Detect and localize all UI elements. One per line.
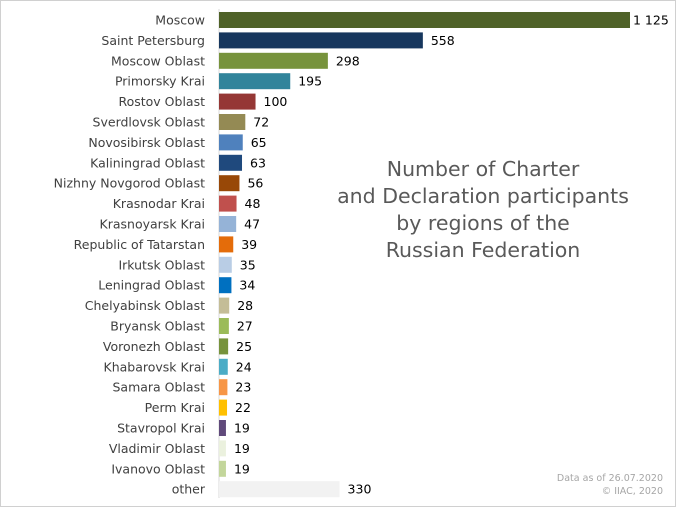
category-label: Rostov Oblast — [118, 94, 205, 109]
category-label: Leningrad Oblast — [98, 278, 205, 293]
value-label: 330 — [348, 482, 372, 497]
category-label: Irkutsk Oblast — [118, 257, 205, 272]
value-label: 34 — [239, 278, 255, 293]
value-label: 1 125 — [633, 13, 669, 28]
bar — [219, 440, 226, 457]
bar — [219, 358, 228, 375]
category-label: Chelyabinsk Oblast — [85, 298, 205, 313]
bar — [219, 216, 237, 232]
footnote: Data as of 26.07.2020 © IIAC, 2020 — [557, 472, 663, 498]
bar — [219, 399, 228, 416]
bar — [219, 460, 226, 477]
value-label: 28 — [237, 298, 253, 313]
bar — [219, 297, 230, 314]
category-label: Voronezh Oblast — [103, 339, 205, 354]
value-label: 22 — [235, 400, 251, 415]
category-label: Sverdlovsk Oblast — [93, 115, 206, 130]
category-label: Khabarovsk Krai — [104, 359, 205, 374]
category-label: Krasnoyarsk Krai — [100, 217, 205, 232]
category-label: Novosibirsk Oblast — [88, 135, 205, 150]
chart-title-line: and Declaration participants — [337, 184, 629, 208]
chart-title-line: by regions of the — [396, 211, 570, 235]
value-label: 195 — [298, 74, 322, 89]
value-label: 19 — [234, 441, 250, 456]
category-label: Stavropol Krai — [117, 421, 205, 436]
bar — [219, 154, 243, 171]
bar — [219, 277, 232, 294]
chart-title-line: Russian Federation — [385, 238, 581, 262]
bar — [219, 195, 237, 212]
value-label: 23 — [235, 380, 251, 395]
bar — [219, 52, 328, 69]
value-label: 25 — [236, 339, 252, 354]
value-label: 65 — [251, 135, 267, 150]
bar — [219, 175, 240, 192]
value-label: 47 — [244, 217, 260, 232]
bar — [219, 338, 229, 355]
value-label: 298 — [336, 53, 360, 68]
category-label: Bryansk Oblast — [110, 319, 205, 334]
bar — [219, 93, 256, 110]
value-label: 56 — [247, 176, 263, 191]
bar — [219, 256, 232, 273]
value-label: 39 — [241, 237, 257, 252]
category-label: Moscow Oblast — [111, 53, 205, 68]
category-label: Perm Krai — [145, 400, 205, 415]
category-label: Saint Petersburg — [101, 33, 205, 48]
category-label: Krasnodar Krai — [113, 196, 205, 211]
bar — [219, 481, 340, 498]
category-label: Primorsky Krai — [115, 74, 205, 89]
value-label: 63 — [250, 155, 266, 170]
value-label: 19 — [234, 461, 250, 476]
category-label: Moscow — [155, 13, 205, 28]
value-label: 558 — [431, 33, 455, 48]
value-label: 100 — [264, 94, 288, 109]
category-label: Kaliningrad Oblast — [90, 155, 205, 170]
bar — [219, 12, 630, 28]
category-label: Vladimir Oblast — [109, 441, 205, 456]
category-label: Samara Oblast — [112, 380, 205, 395]
category-label: Ivanovo Oblast — [111, 461, 205, 476]
bar — [219, 114, 246, 130]
value-label: 27 — [237, 319, 253, 334]
copyright-note: © IIAC, 2020 — [601, 486, 663, 497]
chart-title: Number of Charter and Declaration partic… — [313, 156, 653, 264]
value-label: 19 — [234, 421, 250, 436]
value-label: 48 — [245, 196, 261, 211]
category-label: other — [172, 482, 206, 497]
bar — [219, 32, 423, 49]
category-label: Republic of Tatarstan — [74, 237, 205, 252]
bar — [219, 73, 291, 90]
bar — [219, 420, 226, 436]
data-date-note: Data as of 26.07.2020 — [556, 473, 663, 484]
bar — [219, 236, 234, 253]
value-label: 35 — [240, 257, 256, 272]
value-label: 72 — [253, 115, 269, 130]
bar — [219, 134, 243, 151]
bar — [219, 379, 228, 396]
chart-title-line: Number of Charter — [386, 157, 580, 181]
bar — [219, 318, 229, 334]
value-label: 24 — [236, 359, 252, 374]
category-label: Nizhny Novgorod Oblast — [54, 176, 205, 191]
